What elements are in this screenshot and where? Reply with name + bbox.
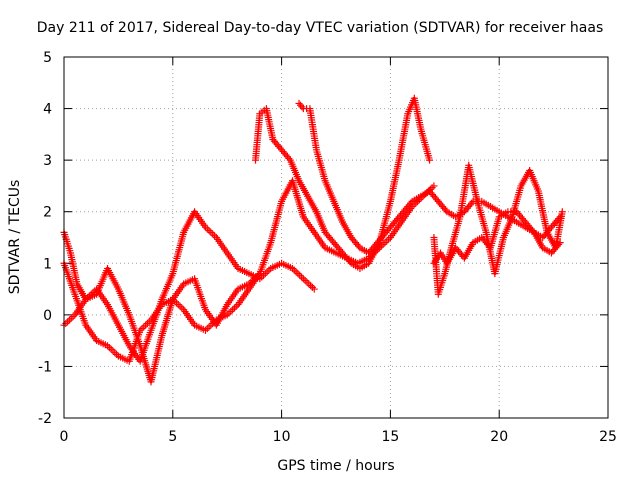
data-point bbox=[310, 285, 318, 293]
x-tick-label: 15 bbox=[381, 429, 399, 445]
series-track-5 bbox=[295, 99, 564, 257]
data-points bbox=[60, 94, 566, 386]
data-point bbox=[354, 242, 362, 250]
series-track-6 bbox=[430, 161, 566, 298]
x-tick-label: 20 bbox=[490, 429, 508, 445]
x-tick-label: 5 bbox=[168, 429, 177, 445]
series-track-4 bbox=[251, 94, 434, 272]
y-tick-label: 4 bbox=[43, 102, 52, 118]
data-point bbox=[556, 239, 564, 247]
series-track-3 bbox=[60, 177, 438, 386]
y-tick-label: -2 bbox=[38, 411, 52, 427]
x-tick-label: 10 bbox=[273, 429, 291, 445]
data-point bbox=[298, 103, 306, 111]
data-point bbox=[468, 199, 476, 207]
y-tick-label: 0 bbox=[43, 308, 52, 324]
x-tick-label: 0 bbox=[60, 429, 69, 445]
data-point bbox=[426, 156, 434, 164]
data-point bbox=[430, 182, 438, 190]
y-axis-label: SDTVAR / TECUs bbox=[7, 180, 23, 295]
axis-ticks: 0 5 10 15 20 25 -2 -1 0 1 2 3 4 5 bbox=[38, 50, 617, 445]
data-point bbox=[346, 258, 354, 266]
data-point bbox=[407, 199, 415, 207]
plot-frame bbox=[63, 56, 609, 419]
chart-title: Day 211 of 2017, Sidereal Day-to-day VTE… bbox=[37, 20, 604, 36]
x-axis-label: GPS time / hours bbox=[277, 458, 394, 474]
series-track-7 bbox=[430, 208, 564, 267]
data-point bbox=[555, 240, 563, 248]
data-point bbox=[529, 227, 537, 235]
y-tick-label: 1 bbox=[43, 256, 52, 272]
data-point bbox=[285, 154, 293, 162]
y-tick-label: -1 bbox=[38, 359, 52, 375]
data-point bbox=[558, 208, 566, 216]
data-point bbox=[442, 206, 450, 214]
y-tick-label: 5 bbox=[43, 50, 52, 66]
x-tick-label: 25 bbox=[599, 429, 617, 445]
y-tick-label: 3 bbox=[43, 153, 52, 169]
y-tick-label: 2 bbox=[43, 205, 52, 221]
